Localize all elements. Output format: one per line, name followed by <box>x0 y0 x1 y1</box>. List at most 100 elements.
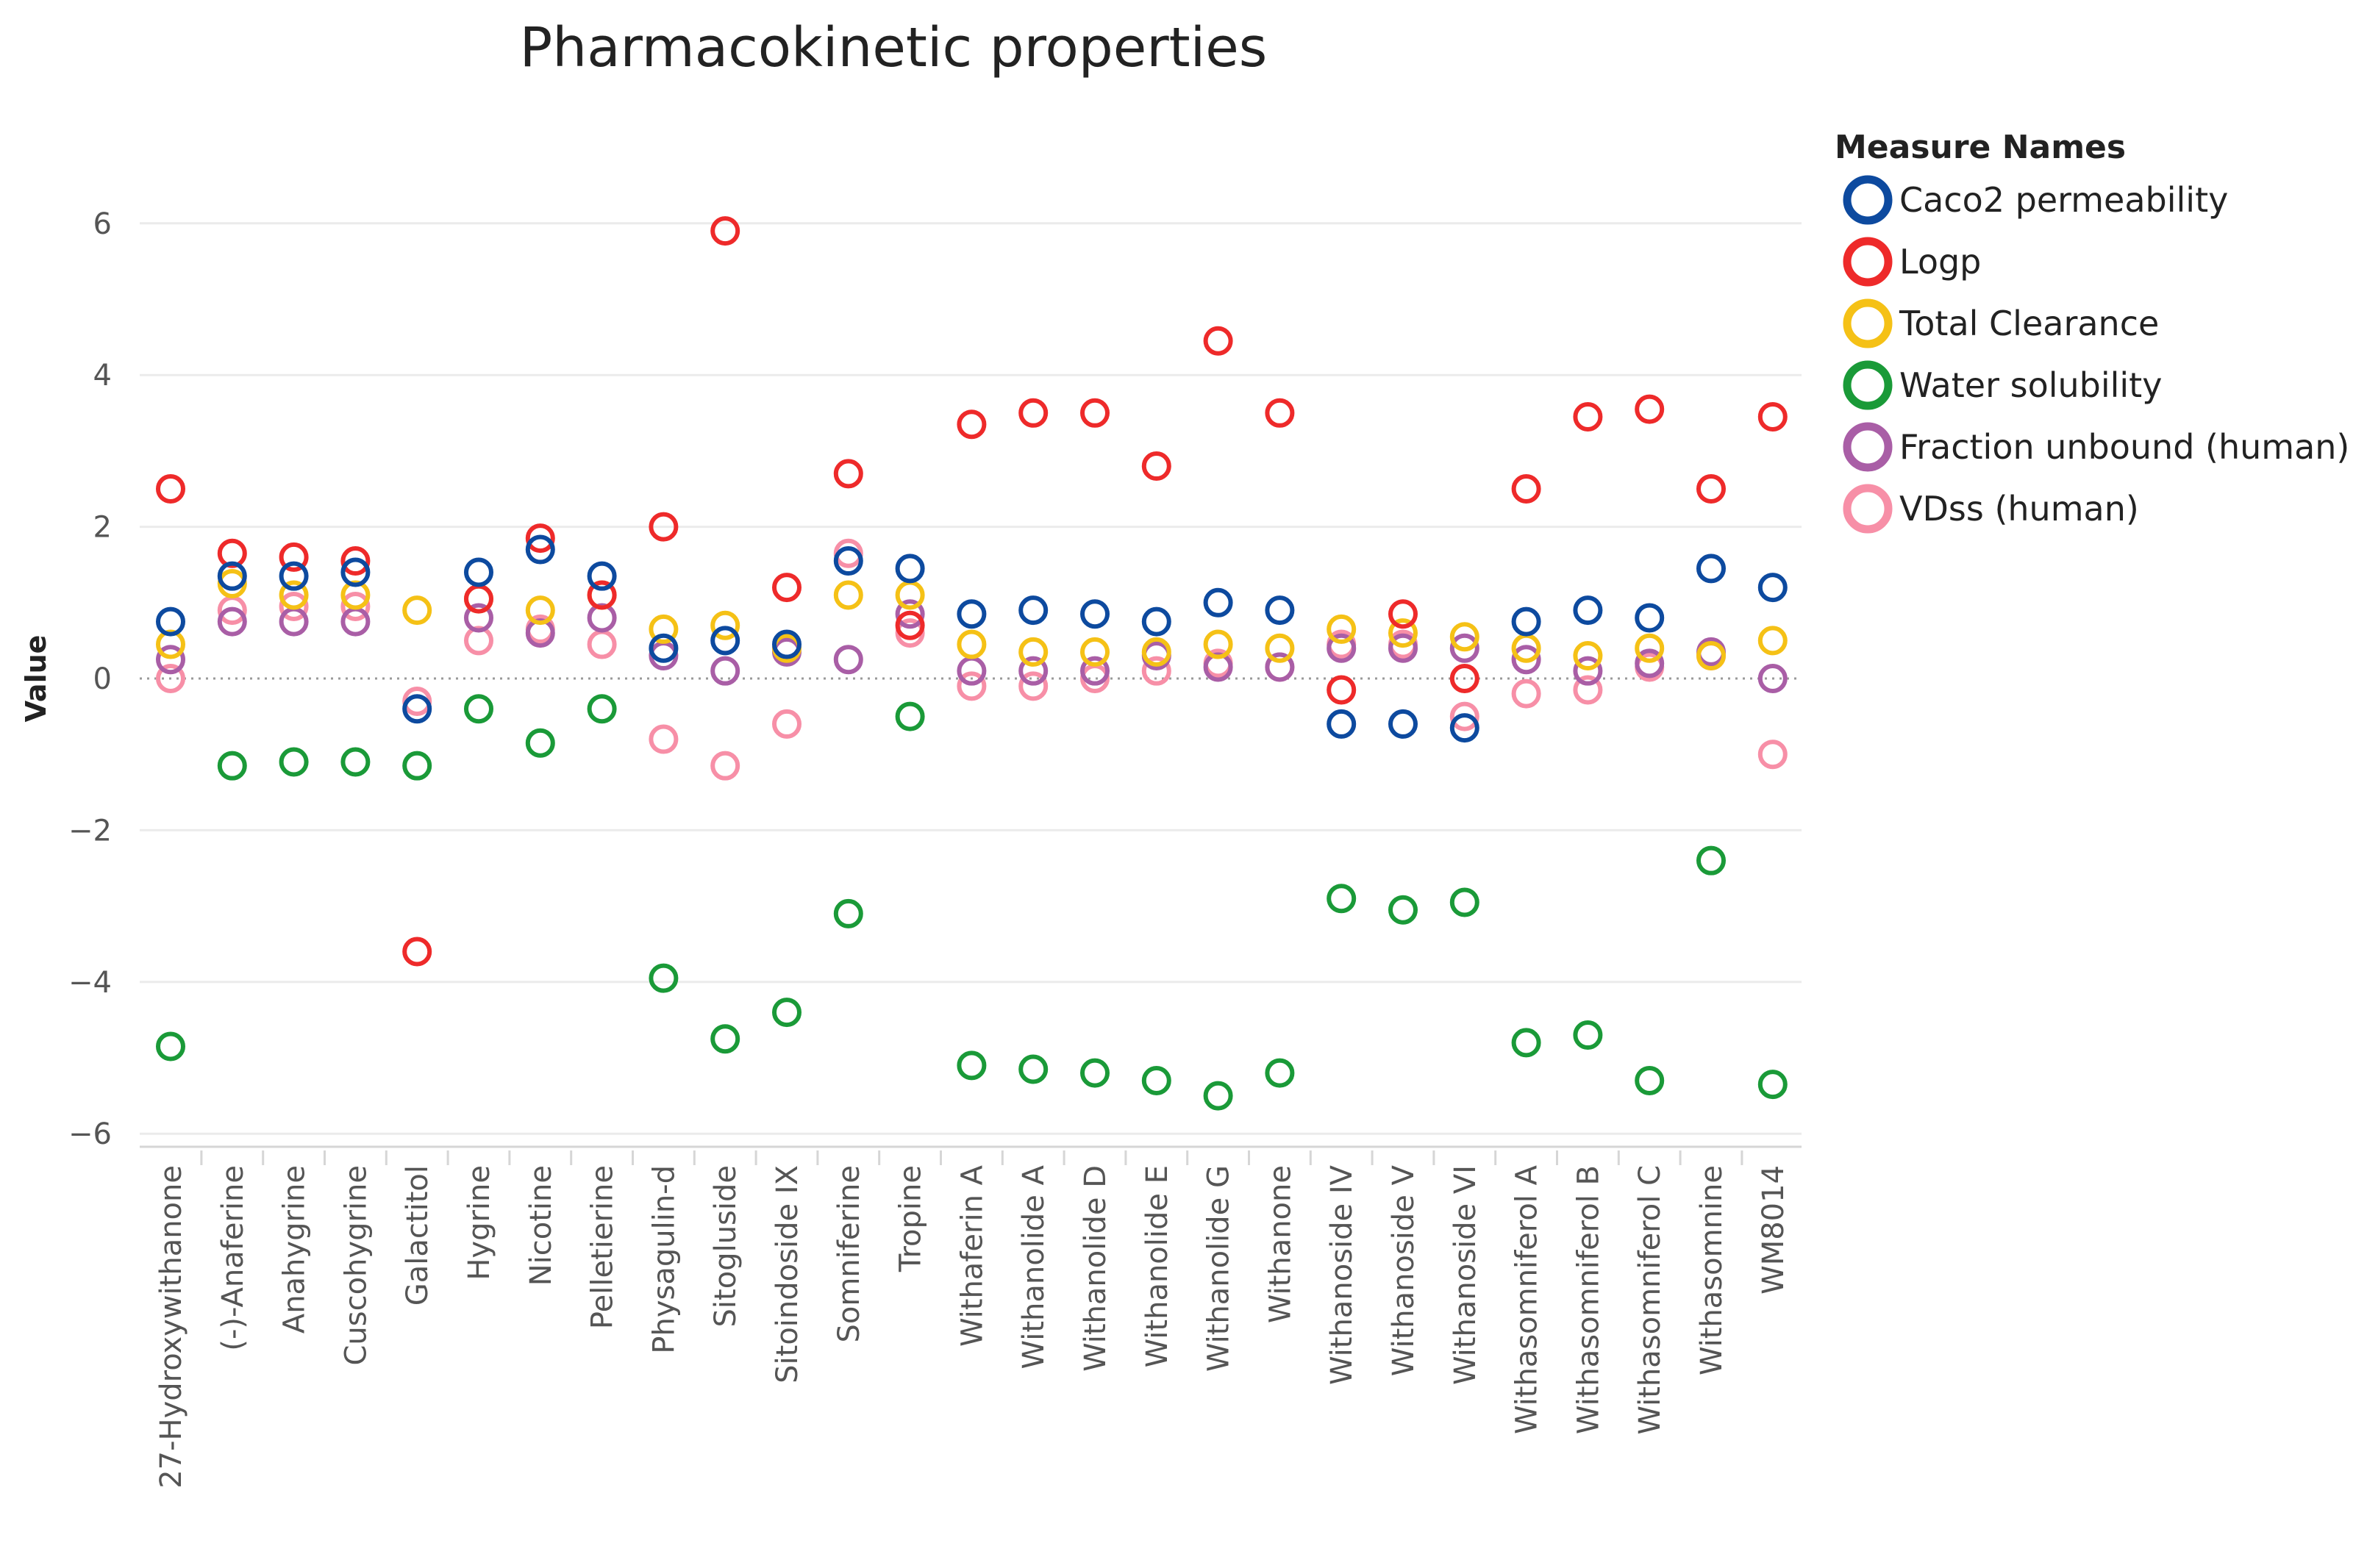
point-vdss-human[interactable] <box>1573 675 1603 705</box>
point-logp[interactable] <box>279 542 309 572</box>
point-logp[interactable] <box>710 216 740 246</box>
point-logp[interactable] <box>895 610 925 640</box>
point-fraction-unbound-human[interactable] <box>1757 664 1788 693</box>
point-fraction-unbound-human[interactable] <box>1635 648 1665 679</box>
point-logp[interactable] <box>156 474 185 504</box>
point-caco2-permeability[interactable] <box>217 561 247 591</box>
point-logp[interactable] <box>587 580 617 610</box>
point-logp[interactable] <box>1449 664 1479 693</box>
point-total-clearance[interactable] <box>525 595 555 626</box>
point-fraction-unbound-human[interactable] <box>217 606 247 637</box>
point-logp[interactable] <box>1080 398 1110 428</box>
point-vdss-human[interactable] <box>1018 671 1049 701</box>
point-caco2-permeability[interactable] <box>957 599 987 629</box>
point-logp[interactable] <box>1757 401 1788 432</box>
point-water-solubility[interactable] <box>340 747 371 777</box>
point-water-solubility[interactable] <box>1388 895 1418 925</box>
point-vdss-human[interactable] <box>1757 740 1788 770</box>
point-fraction-unbound-human[interactable] <box>340 606 371 637</box>
point-caco2-permeability[interactable] <box>279 561 309 591</box>
point-total-clearance[interactable] <box>1141 637 1171 667</box>
point-fraction-unbound-human[interactable] <box>1573 656 1603 686</box>
point-fraction-unbound-human[interactable] <box>464 603 493 633</box>
point-fraction-unbound-human[interactable] <box>895 599 925 629</box>
point-vdss-human[interactable] <box>340 591 371 621</box>
point-vdss-human[interactable] <box>464 626 493 656</box>
point-fraction-unbound-human[interactable] <box>156 645 185 675</box>
legend-marker[interactable] <box>1843 298 1893 348</box>
point-fraction-unbound-human[interactable] <box>1511 645 1541 675</box>
point-water-solubility[interactable] <box>833 898 863 928</box>
point-total-clearance[interactable] <box>1080 637 1110 667</box>
point-water-solubility[interactable] <box>649 963 679 993</box>
point-logp[interactable] <box>340 546 371 576</box>
point-total-clearance[interactable] <box>1635 633 1665 663</box>
point-water-solubility[interactable] <box>587 694 617 724</box>
point-water-solubility[interactable] <box>1573 1020 1603 1050</box>
point-fraction-unbound-human[interactable] <box>1203 652 1233 682</box>
point-caco2-permeability[interactable] <box>1388 709 1418 739</box>
point-logp[interactable] <box>525 523 555 554</box>
point-logp[interactable] <box>649 512 679 542</box>
point-fraction-unbound-human[interactable] <box>1018 656 1049 686</box>
point-fraction-unbound-human[interactable] <box>587 603 617 633</box>
point-total-clearance[interactable] <box>895 580 925 610</box>
legend-marker[interactable] <box>1843 175 1893 225</box>
legend-label[interactable]: Fraction unbound (human) <box>1899 427 2349 467</box>
legend-label[interactable]: Logp <box>1899 242 1981 282</box>
point-caco2-permeability[interactable] <box>1018 595 1049 626</box>
point-logp[interactable] <box>772 573 802 603</box>
point-caco2-permeability[interactable] <box>1635 603 1665 633</box>
point-logp[interactable] <box>1203 326 1233 356</box>
point-logp[interactable] <box>1018 398 1049 428</box>
point-total-clearance[interactable] <box>402 595 432 626</box>
point-fraction-unbound-human[interactable] <box>279 606 309 637</box>
point-caco2-permeability[interactable] <box>1757 573 1788 603</box>
point-total-clearance[interactable] <box>1388 618 1418 648</box>
point-logp[interactable] <box>1573 401 1603 432</box>
point-total-clearance[interactable] <box>833 580 863 610</box>
point-fraction-unbound-human[interactable] <box>710 656 740 686</box>
point-total-clearance[interactable] <box>1757 626 1788 656</box>
point-total-clearance[interactable] <box>1203 629 1233 659</box>
point-vdss-human[interactable] <box>649 724 679 754</box>
legend-marker[interactable] <box>1843 237 1893 287</box>
point-caco2-permeability[interactable] <box>1511 606 1541 637</box>
point-water-solubility[interactable] <box>895 701 925 731</box>
point-caco2-permeability[interactable] <box>649 633 679 663</box>
point-caco2-permeability[interactable] <box>1573 595 1603 626</box>
point-vdss-human[interactable] <box>1511 679 1541 709</box>
point-water-solubility[interactable] <box>1203 1081 1233 1111</box>
point-total-clearance[interactable] <box>156 629 185 659</box>
point-water-solubility[interactable] <box>464 694 493 724</box>
point-caco2-permeability[interactable] <box>156 606 185 637</box>
point-caco2-permeability[interactable] <box>772 629 802 659</box>
point-water-solubility[interactable] <box>957 1050 987 1081</box>
point-total-clearance[interactable] <box>1265 633 1295 663</box>
legend-label[interactable]: Water solubility <box>1899 365 2162 405</box>
point-caco2-permeability[interactable] <box>710 626 740 656</box>
point-water-solubility[interactable] <box>279 747 309 777</box>
point-vdss-human[interactable] <box>710 751 740 781</box>
point-vdss-human[interactable] <box>156 664 185 693</box>
point-total-clearance[interactable] <box>1018 637 1049 667</box>
point-total-clearance[interactable] <box>1327 614 1357 644</box>
point-water-solubility[interactable] <box>1635 1065 1665 1095</box>
legend[interactable]: Measure Names Caco2 permeability Logp Total… <box>1835 129 2349 534</box>
point-water-solubility[interactable] <box>772 998 802 1028</box>
point-vdss-human[interactable] <box>279 591 309 621</box>
point-water-solubility[interactable] <box>402 751 432 781</box>
point-vdss-human[interactable] <box>587 629 617 659</box>
legend-label[interactable]: Total Clearance <box>1899 304 2159 343</box>
point-logp[interactable] <box>1388 599 1418 629</box>
point-water-solubility[interactable] <box>1080 1058 1110 1088</box>
point-fraction-unbound-human[interactable] <box>833 645 863 675</box>
point-fraction-unbound-human[interactable] <box>525 618 555 648</box>
point-fraction-unbound-human[interactable] <box>1388 633 1418 663</box>
point-water-solubility[interactable] <box>217 751 247 781</box>
point-caco2-permeability[interactable] <box>340 557 371 587</box>
point-water-solubility[interactable] <box>156 1031 185 1062</box>
point-logp[interactable] <box>464 584 493 614</box>
point-logp[interactable] <box>1265 398 1295 428</box>
point-fraction-unbound-human[interactable] <box>957 656 987 686</box>
